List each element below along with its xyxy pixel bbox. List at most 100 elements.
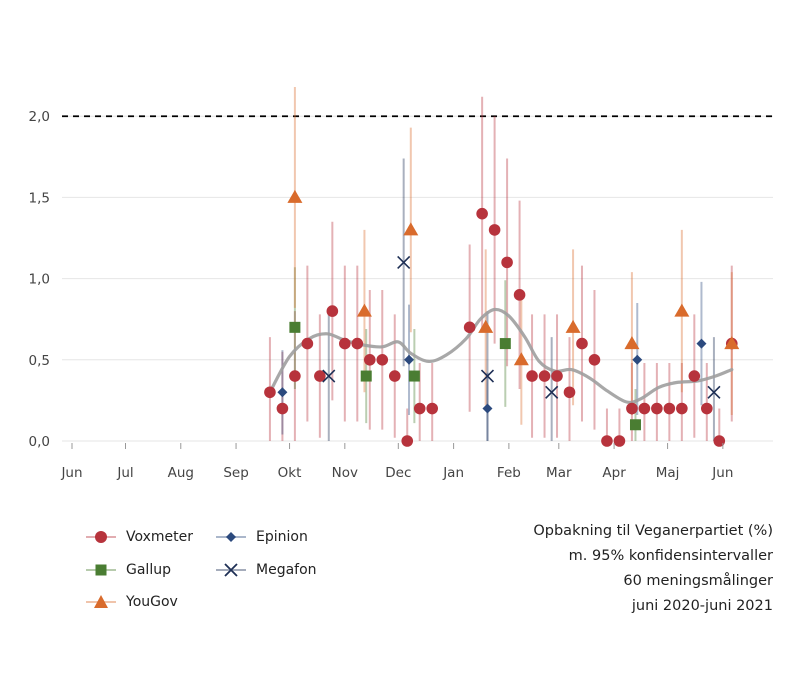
voxmeter-point xyxy=(388,370,401,382)
circle-marker-icon xyxy=(86,531,116,543)
voxmeter-point xyxy=(501,256,513,269)
voxmeter-point xyxy=(413,402,426,415)
legend-label-epinion: Epinion xyxy=(256,529,308,545)
gallup-point xyxy=(360,370,372,382)
voxmeter-point xyxy=(314,370,326,382)
voxmeter-point xyxy=(289,370,301,382)
x-marker-icon xyxy=(216,563,246,577)
diamond-marker-icon xyxy=(216,532,246,542)
x-tick-label: Jul xyxy=(116,465,133,481)
epinion-point xyxy=(696,338,707,349)
error-bars xyxy=(268,87,733,441)
x-tick-label: Sep xyxy=(223,465,248,481)
voxmeter-point xyxy=(688,370,701,382)
yougov-point xyxy=(356,303,372,317)
yougov-point xyxy=(565,319,581,333)
voxmeter-point xyxy=(563,386,576,399)
x-tick-label: Aug xyxy=(168,465,194,481)
voxmeter-point xyxy=(339,337,351,350)
yougov-point xyxy=(624,336,640,350)
voxmeter-point xyxy=(351,337,364,350)
grid-lines xyxy=(62,115,773,442)
megafon-point xyxy=(545,385,559,399)
x-tick-label: Nov xyxy=(332,465,358,481)
legend-item-megafon: Megafon xyxy=(216,561,317,579)
x-tick-label: Feb xyxy=(497,465,521,481)
megafon-point xyxy=(707,385,721,399)
legend-label-voxmeter: Voxmeter xyxy=(126,529,194,545)
legend-item-yougov: YouGov xyxy=(86,593,178,611)
legend-label-megafon: Megafon xyxy=(256,562,317,578)
epinion-point xyxy=(277,387,288,398)
legend-item-voxmeter: Voxmeter xyxy=(86,528,193,546)
voxmeter-point xyxy=(301,337,314,350)
y-tick-label: 1,0 xyxy=(29,272,50,288)
x-tick-label: Apr xyxy=(602,465,626,481)
x-tick-label: Mar xyxy=(546,465,572,481)
voxmeter-point xyxy=(463,321,476,334)
x-tick-label: Jan xyxy=(442,465,464,481)
megafon-point xyxy=(322,369,336,383)
y-tick-label: 0,5 xyxy=(29,353,50,369)
voxmeter-point xyxy=(513,289,526,301)
voxmeter-point xyxy=(264,386,276,399)
gallup-point xyxy=(499,338,511,350)
y-tick-label: 0,0 xyxy=(29,434,50,450)
square-marker-icon xyxy=(86,564,116,576)
epinion-point xyxy=(482,403,493,414)
x-tick-label: Maj xyxy=(656,465,680,481)
yougov-point xyxy=(674,303,690,317)
x-tick-label: Jun xyxy=(60,465,82,481)
megafon-point xyxy=(397,255,411,269)
voxmeter-point xyxy=(601,435,613,447)
voxmeter-point xyxy=(376,354,389,366)
caption-line-4: juni 2020-juni 2021 xyxy=(631,598,773,614)
y-tick-label: 1,5 xyxy=(29,190,50,206)
gallup-point xyxy=(408,370,420,382)
legend-item-epinion: Epinion xyxy=(216,528,308,546)
x-tick-label: Okt xyxy=(278,465,302,481)
caption-line-3: 60 meningsmålinger xyxy=(623,573,773,589)
caption-line-1: Opbakning til Veganerpartiet (%) xyxy=(533,523,773,539)
x-tick-label: Dec xyxy=(385,465,411,481)
voxmeter-point xyxy=(576,337,588,350)
voxmeter-point xyxy=(401,435,414,447)
epinion-point xyxy=(404,354,415,365)
trend-line-layer xyxy=(268,307,734,405)
voxmeter-point xyxy=(701,402,713,415)
voxmeter-point xyxy=(363,354,376,366)
voxmeter-point xyxy=(526,370,538,382)
triangle-marker-icon xyxy=(86,595,116,608)
megafon-point xyxy=(480,369,495,383)
y-tick-label: 2,0 xyxy=(29,109,50,125)
yougov-point xyxy=(403,222,419,236)
voxmeter-point xyxy=(276,402,289,415)
yougov-point xyxy=(478,319,494,333)
gallup-point xyxy=(629,419,641,431)
axes: 0,0 0,5 1,0 1,5 2,0 Jun Jul Aug Sep Okt Nov Dec Jan F… xyxy=(29,109,734,481)
voxmeter-point xyxy=(676,402,688,415)
yougov-point xyxy=(724,336,740,350)
voxmeter-point xyxy=(538,370,551,382)
voxmeter-point xyxy=(426,402,438,415)
legend: Voxmeter Gallup YouGov Epinion Megafon xyxy=(86,524,346,624)
voxmeter-point xyxy=(713,435,726,447)
voxmeter-point xyxy=(488,224,501,236)
voxmeter-point xyxy=(326,305,339,317)
voxmeter-point xyxy=(626,402,638,415)
data-points xyxy=(264,189,740,447)
gallup-point xyxy=(289,321,301,333)
yougov-point xyxy=(513,352,529,366)
voxmeter-point xyxy=(613,435,626,447)
legend-label-gallup: Gallup xyxy=(126,562,171,578)
voxmeter-point xyxy=(651,402,663,415)
yougov-point xyxy=(287,189,303,203)
voxmeter-point xyxy=(551,370,563,382)
voxmeter-point xyxy=(476,207,488,220)
voxmeter-point xyxy=(588,354,601,366)
poll-chart: 0,0 0,5 1,0 1,5 2,0 Jun Jul Aug Sep Okt Nov Dec Jan F… xyxy=(29,87,773,481)
caption-line-2: m. 95% konfidensintervaller xyxy=(568,548,773,564)
chart-caption: Opbakning til Veganerpartiet (%) m. 95% … xyxy=(533,519,773,619)
voxmeter-point xyxy=(663,402,676,415)
legend-label-yougov: YouGov xyxy=(126,594,178,610)
